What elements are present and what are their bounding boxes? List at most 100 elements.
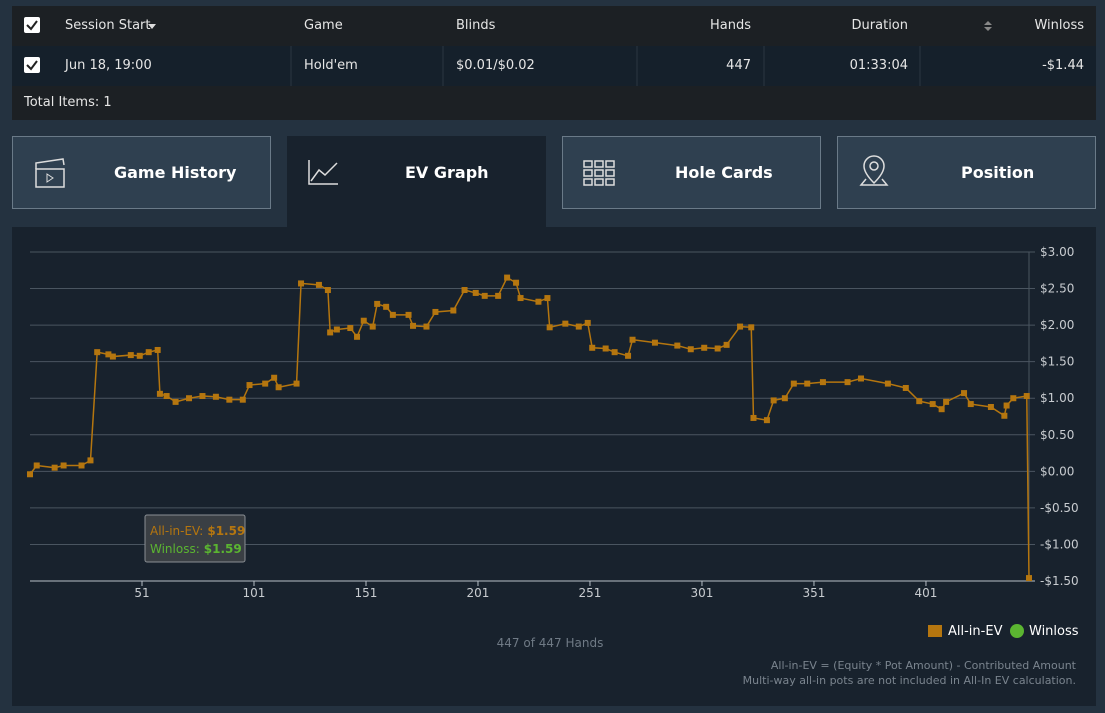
icon bbox=[308, 160, 338, 185]
point bbox=[333, 326, 340, 333]
point bbox=[763, 417, 770, 424]
table-cell: Hold'em bbox=[304, 58, 358, 73]
point bbox=[611, 349, 618, 356]
point bbox=[562, 320, 569, 327]
sort-icon bbox=[984, 21, 992, 31]
point bbox=[383, 303, 390, 310]
point bbox=[902, 384, 909, 391]
y-tick-label: $2.00 bbox=[1040, 318, 1074, 332]
tab[interactable]: Game History bbox=[12, 136, 271, 209]
tooltip-value: $1.59 bbox=[207, 524, 245, 538]
point bbox=[546, 324, 553, 331]
point bbox=[929, 401, 936, 408]
point bbox=[275, 384, 282, 391]
chart-panel bbox=[12, 227, 1096, 706]
column-header: Session Start bbox=[65, 18, 151, 33]
point bbox=[916, 398, 923, 405]
point bbox=[770, 397, 777, 404]
table-header bbox=[12, 6, 1096, 46]
x-tick-label: 251 bbox=[579, 586, 602, 600]
point bbox=[938, 406, 945, 413]
point bbox=[987, 403, 994, 410]
point bbox=[790, 380, 797, 387]
point bbox=[127, 352, 134, 359]
point bbox=[87, 457, 94, 464]
point bbox=[450, 307, 457, 314]
icon bbox=[583, 160, 615, 186]
icon bbox=[35, 158, 65, 188]
checkbox[interactable] bbox=[24, 17, 40, 33]
checkbox[interactable] bbox=[24, 57, 40, 73]
point bbox=[410, 322, 417, 329]
point bbox=[1026, 575, 1032, 582]
point bbox=[884, 380, 891, 387]
point bbox=[172, 398, 179, 405]
point bbox=[781, 395, 788, 402]
legend-icon bbox=[1010, 624, 1024, 638]
point bbox=[495, 292, 502, 299]
legend-label: All-in-EV bbox=[948, 624, 1003, 639]
point bbox=[1003, 402, 1010, 409]
point bbox=[748, 324, 755, 331]
point bbox=[943, 398, 950, 405]
point bbox=[271, 374, 278, 381]
point bbox=[723, 341, 730, 348]
point bbox=[544, 295, 551, 302]
point bbox=[423, 323, 430, 330]
point bbox=[239, 396, 246, 403]
point bbox=[804, 380, 811, 387]
tooltip-label: Winloss: bbox=[150, 542, 200, 556]
point bbox=[737, 323, 744, 330]
y-tick-label: $0.00 bbox=[1040, 464, 1074, 478]
point bbox=[481, 292, 488, 299]
point bbox=[602, 345, 609, 352]
point bbox=[163, 393, 170, 400]
point bbox=[374, 300, 381, 307]
y-tick-label: $0.50 bbox=[1040, 428, 1074, 442]
y-tick-label: -$1.00 bbox=[1040, 537, 1079, 551]
x-tick-label: 201 bbox=[467, 586, 490, 600]
point bbox=[136, 352, 143, 359]
column-header: Blinds bbox=[456, 18, 496, 33]
y-tick-label: -$0.50 bbox=[1040, 501, 1079, 515]
tab[interactable]: Hole Cards bbox=[562, 136, 821, 209]
point bbox=[575, 323, 582, 330]
point bbox=[1001, 412, 1008, 419]
point bbox=[154, 346, 161, 353]
column-header: Winloss bbox=[1034, 18, 1084, 33]
point bbox=[105, 351, 112, 358]
tab[interactable]: EV Graph bbox=[287, 136, 546, 227]
point bbox=[819, 379, 826, 386]
x-tick-label: 151 bbox=[355, 586, 378, 600]
table-cell: 447 bbox=[726, 58, 751, 73]
point bbox=[750, 414, 757, 421]
point bbox=[369, 323, 376, 330]
point bbox=[262, 380, 269, 387]
note: All-in-EV = (Equity * Pot Amount) - Cont… bbox=[771, 659, 1077, 672]
point bbox=[298, 280, 305, 287]
point bbox=[246, 382, 253, 389]
point bbox=[354, 333, 361, 340]
point bbox=[33, 462, 40, 469]
point bbox=[327, 329, 334, 336]
y-tick-label: -$1.50 bbox=[1040, 574, 1079, 588]
x-tick-label: 401 bbox=[915, 586, 938, 600]
table-row[interactable] bbox=[12, 46, 1096, 86]
tab[interactable]: Position bbox=[837, 136, 1096, 209]
tooltip-text: Winloss: $1.59 bbox=[150, 542, 242, 556]
point bbox=[535, 298, 542, 305]
point bbox=[51, 464, 58, 471]
point bbox=[347, 325, 354, 332]
x-axis-label: 447 of 447 Hands bbox=[497, 636, 604, 650]
point bbox=[629, 336, 636, 343]
point bbox=[504, 274, 511, 281]
legend-icon bbox=[928, 625, 942, 637]
point bbox=[78, 462, 85, 469]
tab-label: EV Graph bbox=[405, 163, 489, 182]
table-cell: Jun 18, 19:00 bbox=[65, 58, 152, 73]
point bbox=[589, 344, 596, 351]
tab-label: Hole Cards bbox=[675, 163, 773, 182]
x-tick-label: 101 bbox=[243, 586, 266, 600]
table-footer bbox=[12, 86, 1096, 120]
